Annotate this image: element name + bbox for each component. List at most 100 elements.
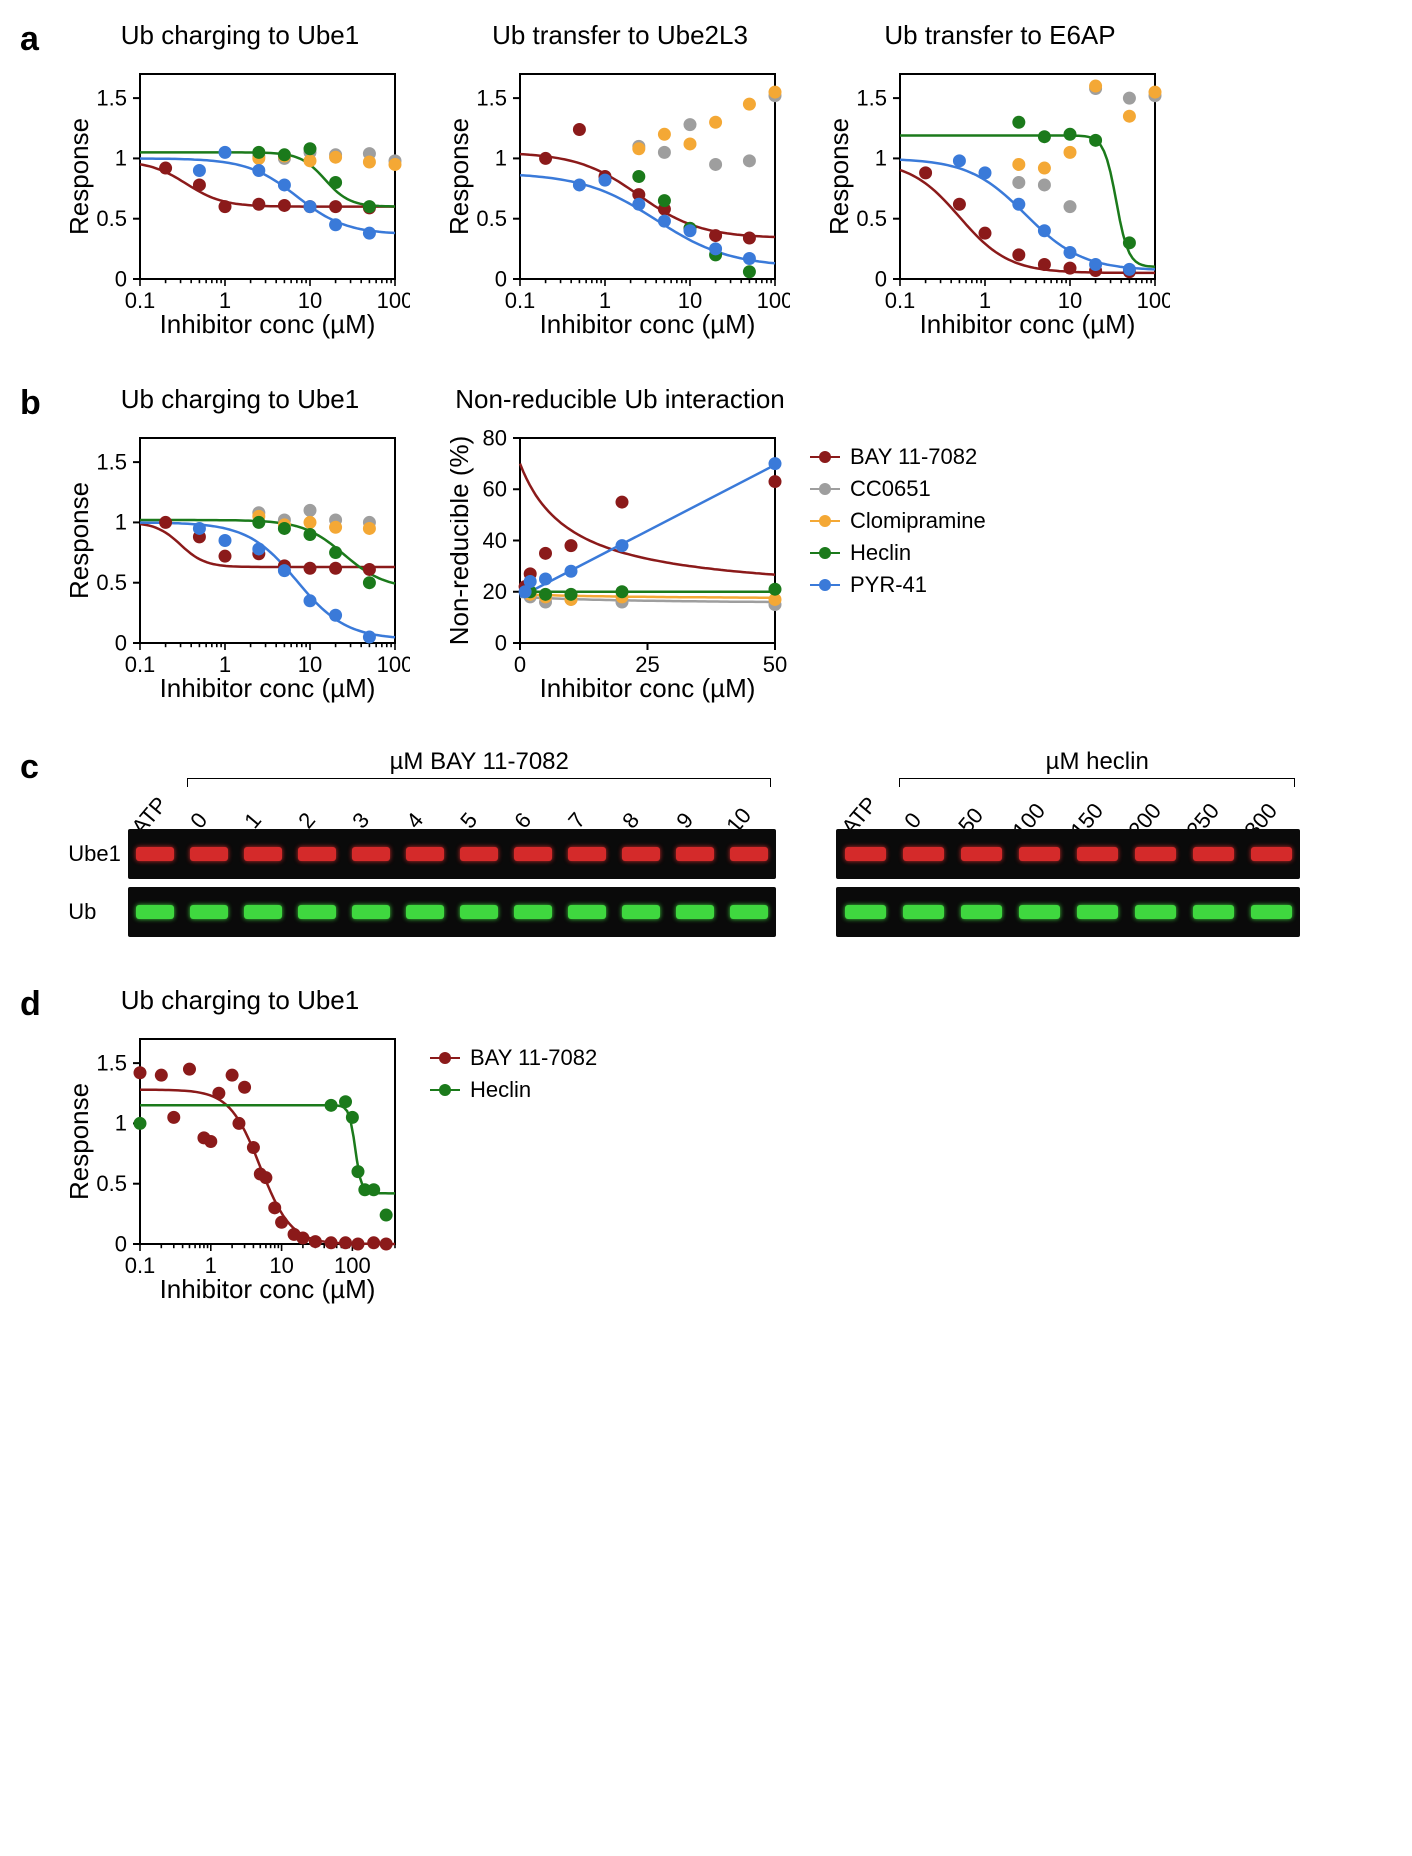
gel-band-segment bbox=[1251, 905, 1292, 919]
svg-text:1.5: 1.5 bbox=[856, 85, 887, 110]
panel-d-row: d Ub charging to Ube10.111010000.511.5In… bbox=[20, 985, 1392, 1309]
gel-band-segment bbox=[1193, 905, 1234, 919]
gel-band-segment bbox=[622, 905, 660, 919]
svg-text:0.5: 0.5 bbox=[96, 570, 127, 595]
svg-text:0.1: 0.1 bbox=[885, 288, 916, 313]
legend-d: BAY 11-7082 Heclin bbox=[430, 1045, 597, 1109]
svg-text:Response: Response bbox=[70, 482, 94, 599]
svg-text:0.5: 0.5 bbox=[476, 206, 507, 231]
svg-text:Response: Response bbox=[830, 118, 854, 235]
chart-svg: 0.111010000.511.5Inhibitor conc (µM)Resp… bbox=[830, 59, 1170, 339]
chart-title: Ub charging to Ube1 bbox=[121, 985, 359, 1016]
gel-band-segment bbox=[136, 905, 174, 919]
svg-text:1: 1 bbox=[495, 146, 507, 171]
legend-label: Clomipramine bbox=[850, 508, 986, 534]
gel-band-segment bbox=[190, 847, 228, 861]
svg-text:0: 0 bbox=[115, 630, 127, 655]
legend-swatch bbox=[810, 456, 840, 458]
legend-item: PYR-41 bbox=[810, 572, 986, 598]
svg-text:Response: Response bbox=[70, 1083, 94, 1200]
gel-band-segment bbox=[460, 905, 498, 919]
chart-wrap: Non-reducible Ub interaction025500204060… bbox=[450, 384, 790, 708]
svg-text:Inhibitor conc (µM): Inhibitor conc (µM) bbox=[920, 309, 1136, 339]
gel-block: - ATPµM BAY 11-7082012345678910Ube1Ub bbox=[68, 748, 776, 945]
svg-text:0.5: 0.5 bbox=[96, 1171, 127, 1196]
svg-text:0.5: 0.5 bbox=[96, 206, 127, 231]
chart-title: Ub charging to Ube1 bbox=[121, 20, 359, 51]
svg-text:40: 40 bbox=[483, 528, 507, 553]
gel-band-segment bbox=[845, 847, 886, 861]
gel-band-segment bbox=[244, 847, 282, 861]
gel-band bbox=[836, 829, 1300, 879]
legend-swatch bbox=[430, 1057, 460, 1059]
chart-title: Ub transfer to Ube2L3 bbox=[492, 20, 748, 51]
svg-text:0.1: 0.1 bbox=[505, 288, 536, 313]
legend-item: Heclin bbox=[810, 540, 986, 566]
gel-header: - ATPµM heclin050100150200250300 bbox=[836, 748, 1300, 829]
gel-band-segment bbox=[136, 847, 174, 861]
gel-band-segment bbox=[406, 847, 444, 861]
legend-item: CC0651 bbox=[810, 476, 986, 502]
gel-band-segment bbox=[406, 905, 444, 919]
gel-band-segment bbox=[1077, 905, 1118, 919]
legend-swatch bbox=[810, 584, 840, 586]
legend-label: Heclin bbox=[470, 1077, 531, 1103]
gel-row: Ube1 bbox=[68, 829, 776, 879]
legend-label: BAY 11-7082 bbox=[470, 1045, 597, 1071]
legend-swatch bbox=[810, 552, 840, 554]
gel-band bbox=[128, 887, 776, 937]
gel-band-segment bbox=[961, 847, 1002, 861]
gel-band-segment bbox=[514, 847, 552, 861]
svg-text:0: 0 bbox=[115, 1231, 127, 1256]
chart-wrap: Ub charging to Ube10.111010000.511.5Inhi… bbox=[70, 384, 410, 708]
svg-text:0.1: 0.1 bbox=[125, 288, 156, 313]
svg-text:0.5: 0.5 bbox=[856, 206, 887, 231]
svg-text:Non-reducible (%): Non-reducible (%) bbox=[450, 436, 474, 646]
gel-band-segment bbox=[190, 905, 228, 919]
panel-a-label: a bbox=[20, 20, 70, 59]
panel-a-row: a Ub charging to Ube10.111010000.511.5In… bbox=[20, 20, 1392, 344]
panel-d-charts: Ub charging to Ube10.111010000.511.5Inhi… bbox=[70, 985, 410, 1309]
gel-band-segment bbox=[460, 847, 498, 861]
svg-text:1: 1 bbox=[115, 146, 127, 171]
gel-band-segment bbox=[568, 847, 606, 861]
gel-row-label: Ube1 bbox=[68, 841, 128, 867]
chart-title: Ub charging to Ube1 bbox=[121, 384, 359, 415]
chart-svg: 0.111010000.511.5Inhibitor conc (µM)Resp… bbox=[70, 59, 410, 339]
gel-band-segment bbox=[568, 905, 606, 919]
chart-svg: 02550020406080Inhibitor conc (µM)Non-red… bbox=[450, 423, 790, 703]
svg-text:1.5: 1.5 bbox=[96, 449, 127, 474]
svg-text:Inhibitor conc (µM): Inhibitor conc (µM) bbox=[540, 673, 756, 703]
chart-wrap: Ub transfer to Ube2L30.111010000.511.5In… bbox=[450, 20, 790, 344]
gel-band-segment bbox=[298, 847, 336, 861]
gel-title-text: µM BAY 11-7082 bbox=[390, 748, 569, 776]
legend-full: BAY 11-7082 CC0651 Clomipramine Heclin PYR-4… bbox=[810, 444, 986, 604]
svg-text:Inhibitor conc (µM): Inhibitor conc (µM) bbox=[160, 309, 376, 339]
legend-item: BAY 11-7082 bbox=[810, 444, 986, 470]
svg-text:Response: Response bbox=[450, 118, 474, 235]
chart-wrap: Ub charging to Ube10.111010000.511.5Inhi… bbox=[70, 20, 410, 344]
gel-band-segment bbox=[622, 847, 660, 861]
legend-item: Clomipramine bbox=[810, 508, 986, 534]
legend-swatch bbox=[810, 488, 840, 490]
gel-band-segment bbox=[1251, 847, 1292, 861]
gel-band-segment bbox=[845, 905, 886, 919]
gel-band-segment bbox=[1193, 847, 1234, 861]
legend-swatch bbox=[810, 520, 840, 522]
svg-text:Inhibitor conc (µM): Inhibitor conc (µM) bbox=[540, 309, 756, 339]
chart-svg: 0.111010000.511.5Inhibitor conc (µM)Resp… bbox=[450, 59, 790, 339]
svg-text:1: 1 bbox=[875, 146, 887, 171]
gel-block: - ATPµM heclin050100150200250300 bbox=[836, 748, 1300, 945]
legend-swatch bbox=[430, 1089, 460, 1091]
svg-text:20: 20 bbox=[483, 579, 507, 604]
gel-band-segment bbox=[352, 847, 390, 861]
gel-band bbox=[836, 887, 1300, 937]
svg-text:50: 50 bbox=[763, 652, 787, 677]
svg-text:1.5: 1.5 bbox=[476, 85, 507, 110]
gel-band-segment bbox=[676, 905, 714, 919]
gel-group: - ATPµM BAY 11-7082012345678910Ube1Ub - A… bbox=[68, 748, 1392, 945]
panel-b-row: b Ub charging to Ube10.111010000.511.5In… bbox=[20, 384, 1392, 708]
svg-text:0: 0 bbox=[495, 630, 507, 655]
svg-text:0: 0 bbox=[115, 266, 127, 291]
gel-band-segment bbox=[903, 905, 944, 919]
